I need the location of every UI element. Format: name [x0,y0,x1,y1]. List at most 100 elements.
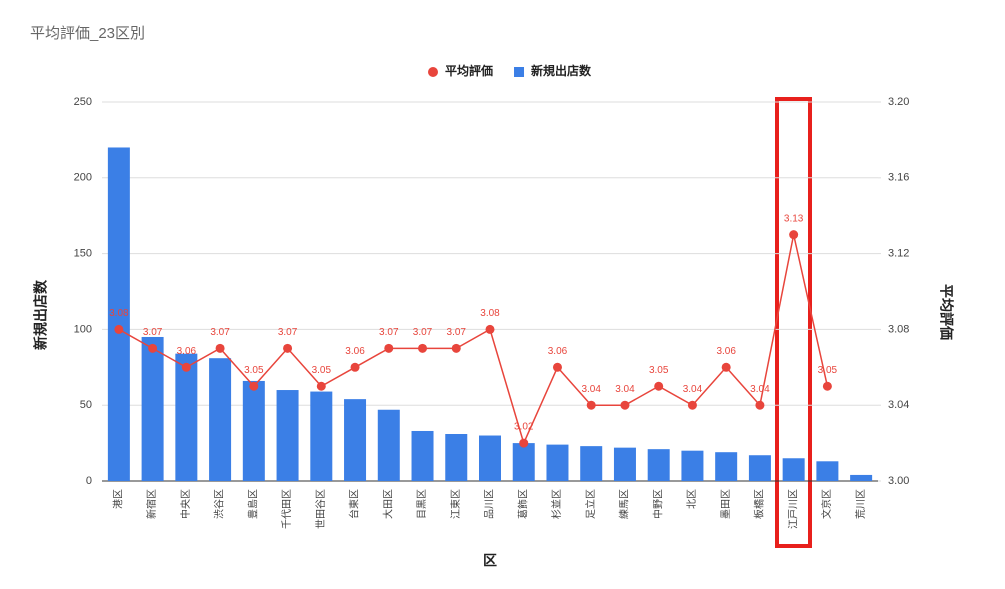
x-tick-label: 港区 [113,489,125,509]
x-tick-label: 世田谷区 [315,489,327,529]
y-axis-title: 新規出店数 [33,279,49,350]
point [181,362,191,372]
y2-axis-title: 平均評価 [938,284,954,340]
x-tick-label: 目黒区 [416,489,428,519]
bar [850,474,873,481]
point [552,362,562,372]
value-label: 3.04 [581,384,601,395]
point [283,343,293,353]
bar [647,449,670,481]
value-label: 3.06 [548,346,568,357]
bar [310,391,333,481]
x-tick-label: 練馬区 [618,489,631,519]
bar [445,434,468,481]
bar [107,147,130,482]
value-label: 3.06 [177,346,197,357]
point [822,381,832,391]
point [519,438,529,448]
bar [715,452,738,481]
y-tick-label: 200 [74,172,92,184]
x-tick-label: 文京区 [820,489,833,519]
value-label: 3.05 [312,365,332,376]
point [620,400,630,410]
x-tick-label: 江戸川区 [787,489,799,529]
y-tick-label: 150 [74,248,92,260]
x-tick-label: 渋谷区 [213,489,226,519]
value-label: 3.07 [447,327,467,338]
bar [242,380,265,481]
bar [479,435,501,481]
point [755,400,765,410]
point [789,230,799,240]
y2-tick-label: 3.08 [888,323,909,335]
x-axis-title: 区 [483,553,497,569]
point [316,381,326,391]
x-tick-label: 品川区 [484,489,496,519]
x-tick-label: 荒川区 [855,489,867,519]
bar [546,444,569,481]
x-tick-label: 葛飾区 [516,489,529,519]
bar [175,353,198,481]
y-tick-label: 0 [86,475,92,487]
y-tick-label: 50 [80,399,92,411]
y-tick-label: 100 [74,323,92,335]
value-label: 3.13 [784,213,804,224]
bar [782,458,805,481]
value-label: 3.05 [649,365,669,376]
x-tick-label: 豊島区 [246,489,259,519]
legend-label: 新規出店数 [531,63,592,78]
value-label: 3.08 [480,308,500,319]
x-tick-label: 千代田区 [281,489,293,529]
bar [141,336,164,481]
point [654,381,664,391]
bar [816,461,839,481]
x-tick-label: 中野区 [651,489,664,519]
y-tick-label: 250 [74,96,92,108]
x-tick-label: 中央区 [179,489,192,519]
y2-tick-label: 3.16 [888,172,909,184]
x-tick-label: 墨田区 [720,489,732,519]
value-label: 3.05 [244,365,264,376]
y2-tick-label: 3.00 [888,475,909,487]
point [114,324,124,334]
bar [411,430,434,481]
point [485,324,495,334]
value-label: 3.07 [210,327,230,338]
bar [209,358,232,481]
point [451,343,461,353]
value-label: 3.07 [143,327,163,338]
point [586,400,596,410]
bar [580,446,603,481]
point [215,343,225,353]
x-tick-label: 足立区 [584,489,597,519]
bar [344,399,367,481]
point [148,343,158,353]
x-tick-label: 板橋区 [753,489,766,519]
value-label: 3.02 [514,422,534,433]
point [350,362,360,372]
bar [748,455,771,481]
line [118,234,829,446]
value-label: 3.08 [109,308,129,319]
point [418,343,428,353]
bar [276,390,299,481]
y2-tick-label: 3.12 [888,248,909,260]
bar [613,447,636,481]
value-label: 3.04 [615,384,635,395]
bar [377,409,400,481]
x-tick-label: 杉並区 [550,489,563,519]
value-label: 3.07 [278,327,298,338]
chart-title: 平均評価_23区別 [30,25,145,42]
x-tick-label: 台東区 [348,489,361,519]
point [721,362,731,372]
y2-tick-label: 3.04 [888,399,909,411]
value-label: 3.07 [413,327,433,338]
point [249,381,259,391]
value-label: 3.06 [716,346,736,357]
x-tick-label: 新宿区 [145,489,158,519]
y2-tick-label: 3.20 [888,96,909,108]
legend-marker [514,67,525,77]
point [384,343,394,353]
